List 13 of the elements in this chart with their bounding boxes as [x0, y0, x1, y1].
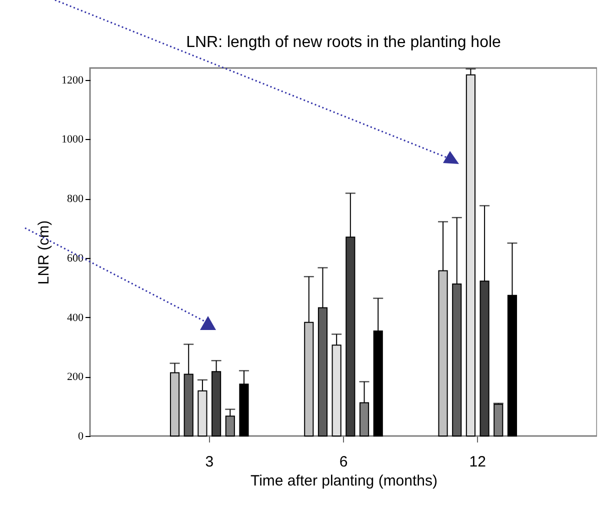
y-axis-title: LNR (cm) [36, 220, 52, 285]
x-tick-label: 6 [339, 454, 348, 470]
y-tick-label: 400 [67, 312, 84, 324]
y-tick-label: 1200 [62, 74, 84, 86]
y-tick-label: 0 [78, 430, 84, 442]
y-tick-label: 600 [67, 252, 84, 264]
y-tick-label: 200 [67, 371, 84, 384]
chart-title: LNR: length of new roots in the planting hole [186, 34, 502, 51]
y-tick-label: 800 [67, 193, 84, 206]
y-tick-label: 1000 [62, 134, 84, 146]
x-tick-label: 12 [469, 454, 486, 470]
x-tick-label: 3 [205, 454, 214, 470]
x-axis-title: Time after planting (months) [250, 472, 438, 490]
